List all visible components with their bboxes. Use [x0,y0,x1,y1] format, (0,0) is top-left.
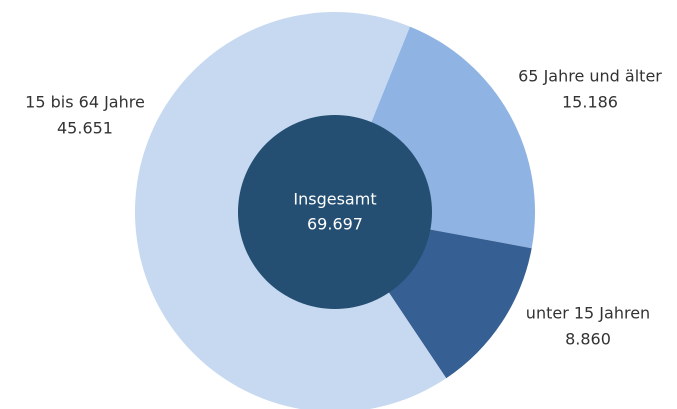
center-label: Insgesamt [293,190,376,209]
slice-label: 65 Jahre und älter [518,67,662,86]
slice-label: unter 15 Jahren [526,304,650,323]
center-circle [238,115,432,309]
slice-label: 15 bis 64 Jahre [25,93,145,112]
value-label: 15.186 [562,93,618,112]
value-label: 8.860 [565,330,611,349]
value-label: 45.651 [57,119,113,138]
total-label: 69.697 [307,215,363,234]
